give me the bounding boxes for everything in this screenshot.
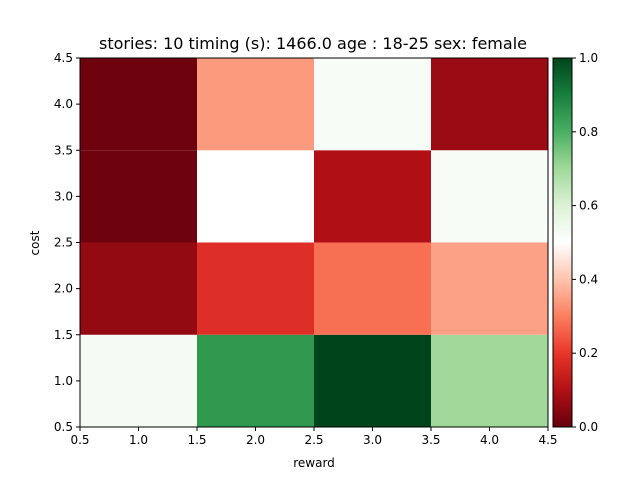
heatmap-cell [314,242,431,335]
y-tick-label: 2.5 [54,236,73,250]
heatmap-cell [197,242,314,335]
heatmap-cell [197,334,314,427]
x-tick-label: 4.5 [538,433,557,447]
x-tick-label: 3.0 [363,433,382,447]
colorbar [552,57,573,428]
x-tick-label: 1.0 [129,433,148,447]
heatmap-cell [80,334,197,427]
chart-title: stories: 10 timing (s): 1466.0 age : 18-… [99,34,527,53]
x-tick-label: 3.5 [421,433,440,447]
heatmap-cell [80,150,197,243]
y-axis-ticks: 0.5 1.0 1.5 2.0 2.5 3.0 3.5 4.0 4.5 [54,51,80,434]
heatmap-cells [80,58,548,427]
colorbar-tick-label: 0.8 [579,125,598,139]
x-axis-label: reward [293,456,335,470]
heatmap-cell [314,58,431,151]
y-axis-label: cost [28,230,42,255]
colorbar-tick-label: 1.0 [579,51,598,65]
heatmap-cell [431,150,548,243]
y-tick-label: 4.5 [54,51,73,65]
x-axis-ticks: 0.5 1.0 1.5 2.0 2.5 3.0 3.5 4.0 4.5 [70,427,558,447]
heatmap-cell [314,150,431,243]
y-tick-label: 1.0 [54,374,73,388]
heatmap-cell [197,150,314,243]
x-tick-label: 2.5 [304,433,323,447]
heatmap-cell [80,242,197,335]
heatmap-cell [431,334,548,427]
y-tick-label: 3.0 [54,189,73,203]
x-tick-label: 4.0 [480,433,499,447]
y-tick-label: 1.5 [54,328,73,342]
y-tick-label: 4.0 [54,97,73,111]
y-tick-label: 0.5 [54,420,73,434]
heatmap-cell [80,58,197,151]
y-tick-label: 3.5 [54,143,73,157]
x-tick-label: 0.5 [70,433,89,447]
colorbar-tick-label: 0.2 [579,346,598,360]
y-tick-label: 2.0 [54,282,73,296]
colorbar-tick-label: 0.4 [579,272,598,286]
colorbar-ticks: 0.0 0.2 0.4 0.6 0.8 1.0 [572,51,598,434]
colorbar-tick-label: 0.6 [579,199,598,213]
heatmap-cell [431,58,548,151]
heatmap-cell [197,58,314,151]
heatmap-cell [314,334,431,427]
x-tick-label: 2.0 [246,433,265,447]
colorbar-tick-label: 0.0 [579,420,598,434]
x-tick-label: 1.5 [187,433,206,447]
heatmap-cell [431,242,548,335]
